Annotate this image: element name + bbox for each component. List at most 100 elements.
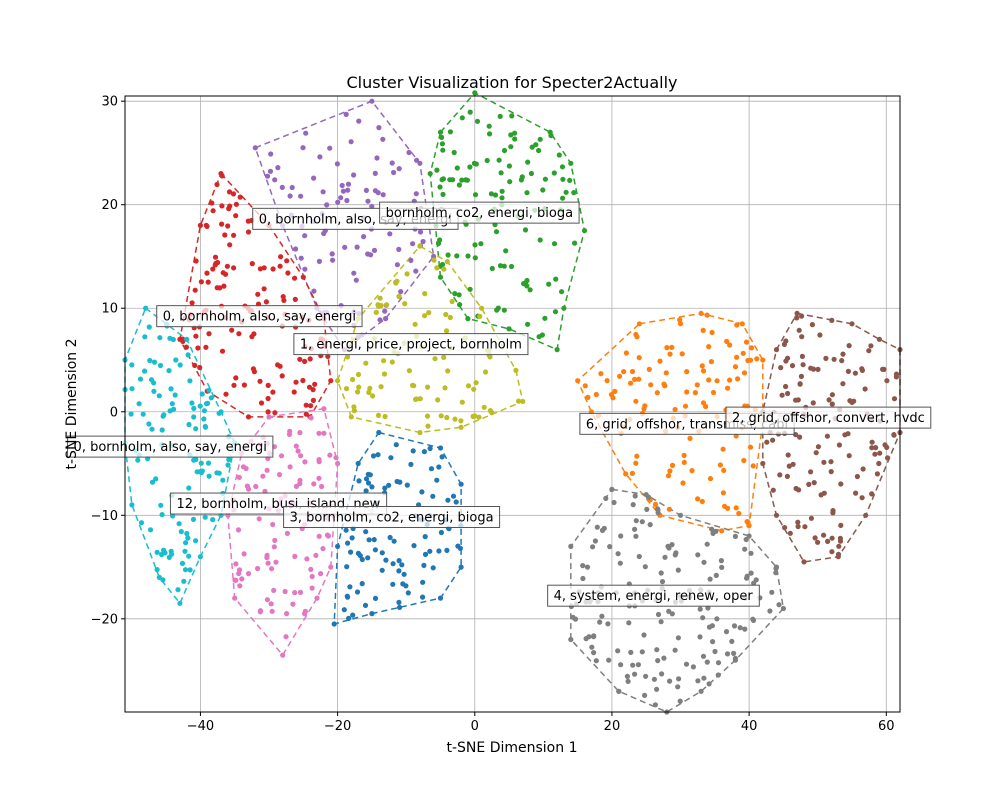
data-point xyxy=(437,595,444,601)
data-point xyxy=(701,675,707,681)
data-point xyxy=(636,321,643,327)
data-point xyxy=(669,611,675,617)
data-point xyxy=(241,551,247,557)
data-point xyxy=(420,594,426,600)
data-point xyxy=(375,303,382,309)
data-point xyxy=(177,600,183,606)
data-point xyxy=(198,460,204,466)
data-point xyxy=(811,480,817,486)
data-point xyxy=(444,259,450,265)
data-point xyxy=(662,554,668,560)
data-point xyxy=(151,388,157,394)
data-point xyxy=(635,662,642,668)
data-point xyxy=(639,649,645,655)
grid-lines xyxy=(125,96,900,712)
data-point xyxy=(684,389,690,395)
data-point xyxy=(365,555,371,561)
data-point xyxy=(699,363,705,369)
data-point xyxy=(161,547,167,553)
data-point xyxy=(438,413,444,419)
data-point xyxy=(740,350,746,356)
data-point xyxy=(191,457,197,463)
data-point xyxy=(404,482,410,488)
data-point xyxy=(580,563,586,569)
data-point xyxy=(410,448,416,454)
data-point xyxy=(499,188,505,194)
data-point xyxy=(869,491,875,497)
data-point xyxy=(636,376,642,382)
data-point xyxy=(629,470,636,476)
data-point xyxy=(849,399,855,405)
data-point xyxy=(355,460,361,467)
data-point xyxy=(572,240,578,246)
data-point xyxy=(185,352,191,358)
data-point xyxy=(869,439,875,445)
data-point xyxy=(709,526,715,532)
cluster-label-text: 1, energi, price, project, bornholm xyxy=(300,338,522,353)
data-point xyxy=(444,547,450,554)
data-point xyxy=(568,543,574,550)
data-point xyxy=(744,519,750,525)
data-point xyxy=(316,258,322,264)
data-point xyxy=(203,344,209,350)
cluster-label: 2, grid, offshor, convert, hvdc xyxy=(725,406,932,429)
data-point xyxy=(417,229,424,235)
data-point xyxy=(810,366,817,372)
data-point xyxy=(456,182,462,188)
data-point xyxy=(713,572,719,579)
data-point xyxy=(406,149,412,156)
data-point xyxy=(560,195,566,201)
data-point xyxy=(377,295,383,301)
data-point xyxy=(356,384,362,390)
data-point xyxy=(829,549,835,555)
data-point xyxy=(548,133,554,139)
data-point xyxy=(335,543,341,550)
data-point xyxy=(525,321,531,327)
data-point xyxy=(739,321,745,327)
data-point xyxy=(829,317,835,323)
data-point xyxy=(427,445,433,452)
data-point xyxy=(497,113,503,119)
data-point xyxy=(354,244,360,250)
y-tick-label: 0 xyxy=(110,405,118,420)
data-point xyxy=(441,266,447,272)
data-point xyxy=(659,579,666,585)
data-point xyxy=(351,270,357,276)
data-point xyxy=(396,166,402,172)
data-point xyxy=(707,576,713,582)
data-point xyxy=(286,431,293,437)
data-point xyxy=(272,410,278,416)
data-point xyxy=(821,459,827,465)
data-point xyxy=(471,160,477,166)
data-point xyxy=(458,424,464,430)
data-point xyxy=(489,410,495,416)
data-point xyxy=(411,383,417,389)
data-point xyxy=(203,401,210,407)
data-point xyxy=(813,450,819,456)
data-point xyxy=(255,291,261,297)
data-point xyxy=(829,535,835,541)
data-point xyxy=(704,659,710,665)
data-point xyxy=(732,533,739,540)
data-point xyxy=(302,233,308,239)
data-point xyxy=(205,460,212,466)
data-point xyxy=(157,362,164,369)
data-point xyxy=(699,498,705,505)
data-point xyxy=(760,460,766,467)
data-point xyxy=(397,604,403,611)
data-point xyxy=(367,472,373,478)
data-point xyxy=(789,363,796,369)
cluster-label: 0, bornholm, also, say, energi xyxy=(67,435,274,458)
data-point xyxy=(876,460,882,467)
data-point xyxy=(354,589,361,595)
data-point xyxy=(319,483,325,490)
data-point xyxy=(206,473,212,479)
data-point xyxy=(344,197,350,204)
data-point xyxy=(551,170,557,176)
data-point xyxy=(445,252,451,258)
data-point xyxy=(621,369,627,375)
data-point xyxy=(273,559,279,565)
data-point xyxy=(308,415,314,421)
data-point xyxy=(684,369,690,375)
data-point xyxy=(798,373,805,379)
